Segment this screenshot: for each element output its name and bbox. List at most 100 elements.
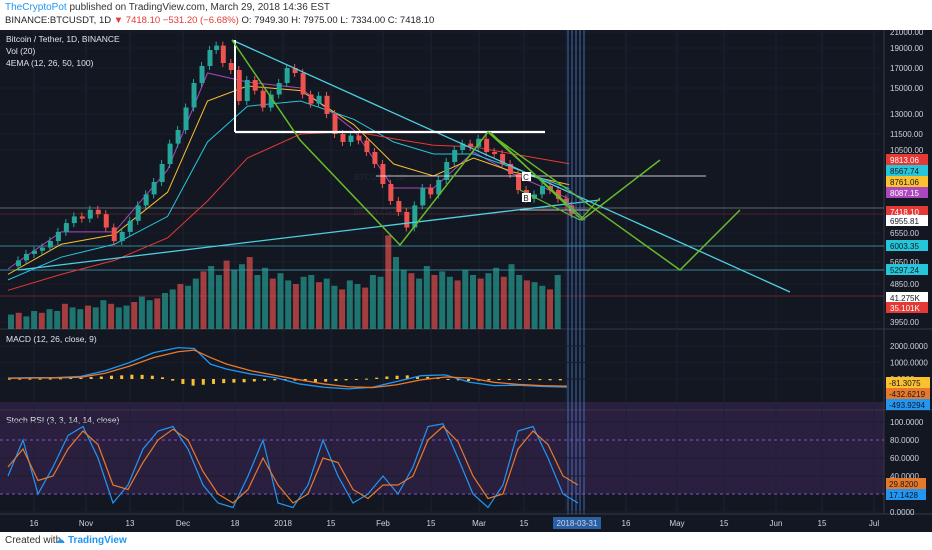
footer-bar: Created with ☁ TradingView	[0, 532, 932, 550]
tradingview-brand[interactable]: TradingView	[68, 535, 127, 546]
candle-body	[300, 73, 306, 95]
volume-bar	[454, 280, 461, 329]
price-label-bg	[886, 302, 928, 313]
volume-bar	[362, 287, 369, 329]
macd-histogram-bar	[354, 379, 358, 380]
time-tick-label: Mar	[472, 519, 486, 528]
candle-body	[555, 190, 561, 199]
macd-histogram-bar	[212, 379, 215, 384]
macd-histogram-bar	[548, 379, 552, 381]
candle-body	[191, 83, 197, 108]
wave-c-label: C	[523, 173, 529, 182]
candle-body	[103, 214, 109, 228]
candle-body	[87, 209, 93, 219]
ema-indicator-label: 4EMA (12, 26, 50, 100)	[6, 58, 94, 68]
price-label-bg	[886, 215, 928, 226]
last-price: 7418.10	[125, 15, 161, 26]
candle-body	[340, 134, 346, 142]
macd-histogram-bar	[18, 378, 22, 380]
time-tick-label: Dec	[176, 519, 190, 528]
time-tick-label: 15	[520, 519, 529, 528]
macd-histogram-bar	[395, 375, 399, 379]
time-tick-label: Jul	[869, 519, 879, 528]
macd-histogram-bar	[110, 375, 113, 379]
price-label: 6955.81	[890, 217, 919, 226]
macd-line	[7, 346, 567, 390]
candle-body	[276, 83, 282, 95]
macd-value-label-bg	[886, 399, 930, 410]
macd-histogram-bar	[242, 379, 246, 383]
time-tick-label: 15	[818, 519, 827, 528]
macd-histogram-bar	[365, 378, 368, 380]
macd-histogram-bar	[385, 376, 389, 379]
stoch-rsi-title: Stoch RSI (3, 3, 14, 14, close)	[6, 415, 120, 425]
volume-bar	[246, 257, 253, 329]
macd-histogram-bar	[446, 379, 450, 380]
price-label: 9813.06	[890, 156, 919, 165]
macd-histogram-bar	[201, 379, 205, 385]
macd-histogram-bar	[8, 378, 11, 380]
price-label: 8761.06	[890, 178, 919, 187]
macd-value-label-bg	[886, 377, 930, 388]
macd-signal-line	[7, 349, 567, 389]
price-tick-label: 5650.00	[890, 258, 919, 267]
price-tick-label: 13000.00	[890, 110, 924, 119]
volume-bar	[231, 269, 238, 329]
candle-body	[252, 80, 258, 91]
price-label-bg	[886, 264, 928, 275]
macd-histogram-bar	[507, 379, 511, 380]
candle-body	[220, 45, 226, 63]
macd-histogram-bar	[293, 379, 297, 381]
volume-bar	[146, 300, 153, 329]
time-tick-label: 18	[231, 519, 240, 528]
volume-bar	[292, 284, 299, 329]
stoch-rsi-band	[0, 402, 884, 494]
volume-bar	[539, 285, 546, 329]
macd-histogram-bar	[252, 379, 256, 382]
candle-body	[135, 205, 141, 221]
price-tick-label: 15000.00	[890, 84, 924, 93]
volume-bar	[316, 282, 322, 329]
volume-bar	[15, 312, 22, 329]
macd-histogram-bar	[120, 375, 124, 379]
volume-bar	[92, 307, 99, 329]
chart-watermark: BTCUSDT, 1D	[354, 173, 406, 182]
candle-body	[500, 154, 506, 164]
candle-body	[484, 138, 490, 152]
volume-bar	[223, 260, 230, 329]
candle-body	[151, 182, 157, 195]
volume-bar	[531, 282, 538, 329]
macd-histogram-bar	[467, 379, 470, 381]
author-link[interactable]: TheCryptoPot	[5, 2, 67, 13]
candle-body	[516, 174, 522, 190]
candle-body	[292, 68, 298, 73]
volume-bar	[285, 280, 292, 329]
volume-bar	[192, 278, 199, 329]
chart-canvas[interactable]: 21000.00 19000.00 17000.00 15000.00 13000.00…	[0, 30, 932, 532]
macd-histogram-bar	[69, 378, 73, 380]
macd-histogram-bar	[79, 377, 83, 379]
price-label-bg	[886, 176, 928, 187]
macd-histogram-bar	[324, 379, 328, 382]
volume-bar	[239, 264, 245, 329]
publish-line: TheCryptoPot published on TradingView.co…	[5, 2, 330, 13]
candle-body	[444, 162, 450, 180]
stoch-k-line	[7, 423, 579, 509]
macd-tick-label: 2000.0000	[890, 342, 928, 351]
candle-body	[63, 223, 69, 232]
candle-body	[31, 250, 37, 254]
candle-body	[244, 80, 250, 101]
macd-histogram-bar	[314, 379, 317, 382]
time-tick-label: 16	[622, 519, 631, 528]
created-with: Created with	[5, 535, 62, 546]
volume-bar	[493, 267, 500, 329]
macd-histogram-bar	[89, 377, 93, 379]
volume-bar	[8, 314, 14, 329]
ohlc-line: BINANCE:BTCUSDT, 1D ▼ 7418.10 −531.20 (−…	[5, 15, 434, 26]
volume-bar	[154, 298, 161, 329]
candle-body	[159, 164, 165, 182]
stoch-tick-label: 60.0000	[890, 454, 919, 463]
volume-bar	[69, 307, 76, 329]
volume-bar	[416, 278, 423, 329]
candle-body	[388, 184, 394, 201]
